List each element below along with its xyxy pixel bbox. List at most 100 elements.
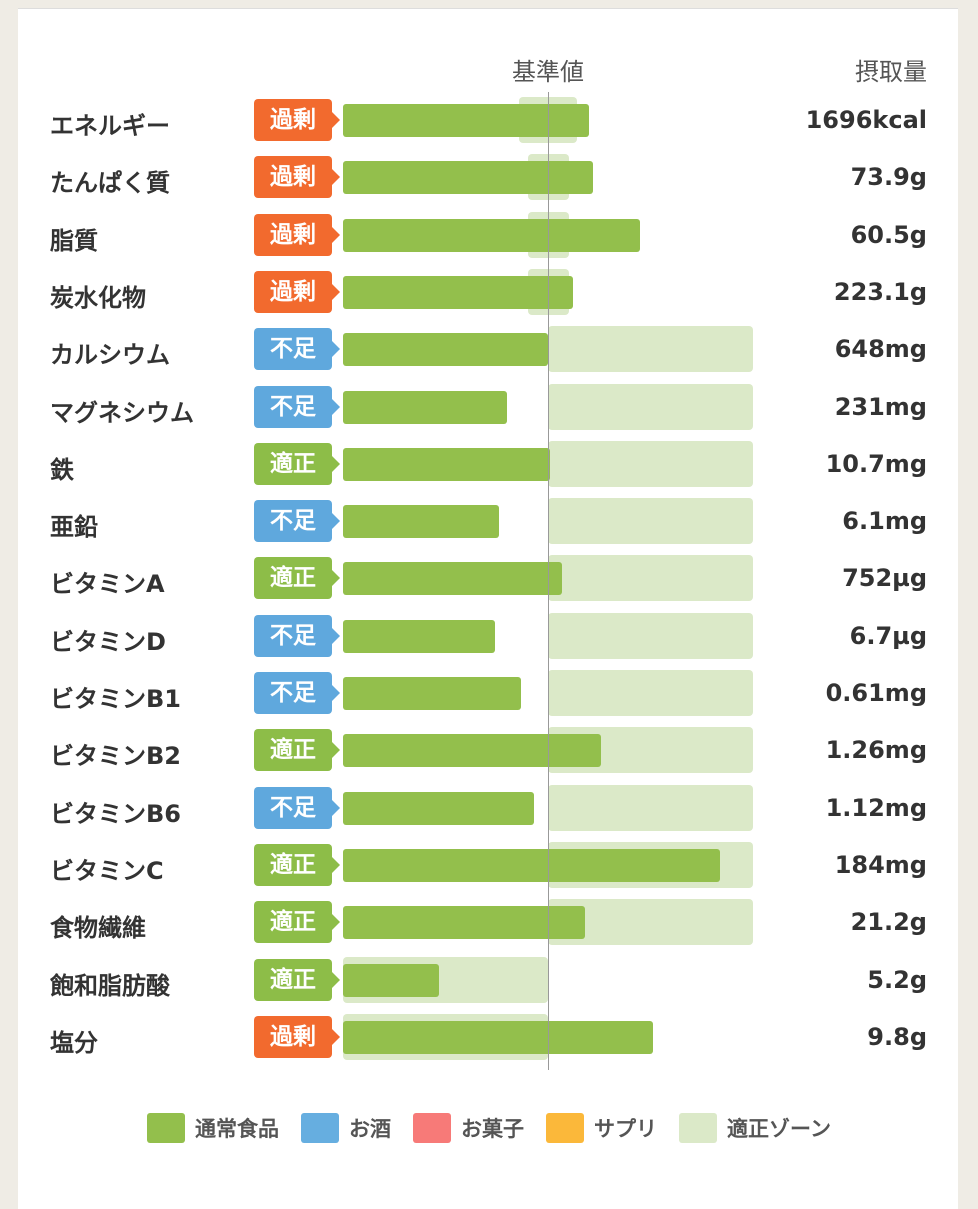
intake-bar — [343, 104, 589, 137]
optimal-zone — [548, 440, 753, 487]
intake-bar — [343, 734, 602, 768]
nutrient-label: 脂質 — [50, 226, 98, 255]
status-badge: 過剰 — [254, 99, 340, 141]
optimal-zone — [548, 670, 753, 716]
intake-bar — [343, 218, 641, 252]
intake-value: 6.1mg — [842, 507, 927, 536]
nutrient-row: ビタミンB2 適正 1.26mg — [0, 722, 978, 779]
intake-bar — [343, 963, 440, 997]
reference-line — [548, 92, 549, 1070]
intake-value: 5.2g — [867, 965, 927, 994]
status-badge: 適正 — [254, 843, 340, 886]
status-badge: 不足 — [254, 614, 340, 657]
intake-value: 223.1g — [833, 277, 927, 306]
status-badge: 過剰 — [254, 270, 340, 313]
legend-label: 適正ゾーン — [727, 1117, 831, 1141]
optimal-zone — [548, 326, 753, 373]
optimal-zone — [548, 555, 753, 602]
status-badge: 不足 — [254, 786, 340, 829]
intake-bar — [343, 505, 499, 539]
status-badge: 適正 — [254, 557, 340, 600]
intake-value: 6.7µg — [849, 621, 927, 650]
intake-value: 73.9g — [850, 163, 927, 192]
nutrient-label: 炭水化物 — [50, 283, 146, 312]
status-badge: 過剰 — [254, 1015, 340, 1058]
legend-label: サプリ — [594, 1117, 658, 1141]
intake-bar — [343, 390, 507, 424]
nutrient-label: ビタミンD — [50, 627, 166, 656]
nutrient-row: ビタミンC 適正 184mg — [0, 837, 978, 894]
intake-value: 184mg — [834, 850, 927, 879]
nutrient-row: ビタミンB1 不足 0.61mg — [0, 665, 978, 722]
nutrient-row: 食物繊維 適正 21.2g — [0, 894, 978, 951]
nutrient-label: ビタミンA — [50, 570, 165, 599]
optimal-zone — [548, 784, 753, 831]
nutrient-row: 亜鉛 不足 6.1mg — [0, 493, 978, 550]
intake-value: 231mg — [834, 392, 927, 421]
legend-swatch — [546, 1113, 585, 1143]
legend-label: お酒 — [349, 1117, 392, 1141]
nutrient-label: たんぱく質 — [50, 169, 170, 198]
status-badge: 過剰 — [254, 213, 340, 256]
nutrient-row: 鉄 適正 10.7mg — [0, 436, 978, 493]
intake-value: 21.2g — [850, 908, 927, 937]
nutrient-label: 食物繊維 — [50, 914, 146, 943]
status-badge: 不足 — [254, 385, 340, 428]
legend-swatch — [147, 1113, 186, 1143]
legend-swatch — [301, 1113, 340, 1143]
intake-bar — [343, 275, 573, 309]
intake-value: 752µg — [842, 564, 927, 593]
intake-bar — [343, 906, 585, 940]
nutrient-label: 飽和脂肪酸 — [50, 971, 170, 1000]
status-badge: 適正 — [254, 901, 340, 944]
intake-bar — [343, 161, 594, 195]
nutrient-label: 亜鉛 — [50, 513, 98, 542]
intake-value: 1696kcal — [805, 106, 927, 134]
legend-item: お菓子 — [413, 1113, 524, 1143]
legend-item: サプリ — [546, 1113, 657, 1143]
intake-value: 648mg — [834, 335, 927, 364]
nutrient-label: マグネシウム — [50, 398, 194, 427]
nutrient-row: 塩分 過剰 9.8g — [0, 1009, 978, 1066]
legend-swatch — [413, 1113, 452, 1143]
nutrient-row: 炭水化物 過剰 223.1g — [0, 264, 978, 321]
nutrient-row: ビタミンD 不足 6.7µg — [0, 608, 978, 665]
intake-value: 0.61mg — [825, 679, 927, 707]
status-badge: 不足 — [254, 328, 340, 371]
intake-bar — [343, 791, 534, 825]
optimal-zone — [548, 498, 753, 545]
status-badge: 不足 — [254, 500, 340, 543]
nutrient-label: 塩分 — [50, 1028, 98, 1057]
status-badge: 不足 — [254, 672, 340, 714]
status-badge: 適正 — [254, 729, 340, 772]
nutrient-label: ビタミンC — [50, 856, 164, 885]
intake-value: 10.7mg — [825, 449, 927, 478]
legend-item: お酒 — [301, 1113, 391, 1143]
nutrient-row: ビタミンA 適正 752µg — [0, 550, 978, 607]
intake-value: 1.12mg — [825, 793, 927, 822]
reference-header: 基準値 — [512, 58, 584, 86]
nutrient-label: ビタミンB1 — [50, 685, 181, 713]
nutrient-label: カルシウム — [50, 341, 170, 370]
intake-bar — [343, 677, 522, 710]
intake-value: 9.8g — [867, 1022, 927, 1051]
nutrient-row: カルシウム 不足 648mg — [0, 321, 978, 378]
legend-swatch — [679, 1113, 718, 1143]
nutrient-row: エネルギー 過剰 1696kcal — [0, 92, 978, 149]
nutrient-row: 脂質 過剰 60.5g — [0, 207, 978, 264]
nutrient-label: ビタミンB2 — [50, 742, 181, 771]
intake-bar — [343, 562, 563, 596]
intake-bar — [343, 848, 721, 882]
intake-value: 1.26mg — [825, 736, 927, 765]
nutrient-row: マグネシウム 不足 231mg — [0, 379, 978, 436]
intake-bar — [343, 619, 495, 653]
nutrient-row: 飽和脂肪酸 適正 5.2g — [0, 952, 978, 1009]
intake-bar — [343, 447, 551, 481]
nutrient-label: ビタミンB6 — [50, 799, 181, 828]
nutrient-label: 鉄 — [50, 455, 74, 484]
legend-item: 通常食品 — [147, 1113, 279, 1143]
legend-item: 適正ゾーン — [679, 1113, 831, 1143]
chart-card — [18, 8, 958, 1209]
status-badge: 適正 — [254, 958, 340, 1001]
nutrient-row: たんぱく質 過剰 73.9g — [0, 149, 978, 206]
